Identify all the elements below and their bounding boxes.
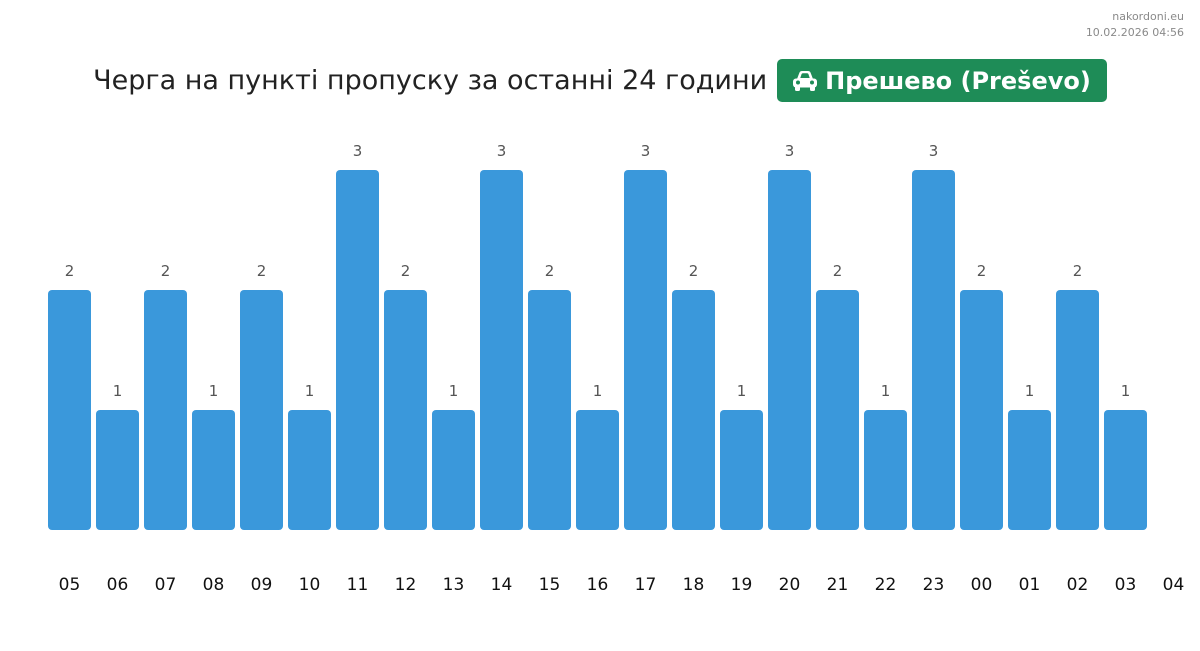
bar-20 <box>768 170 811 530</box>
bar-23 <box>912 170 955 530</box>
x-tick-02: 02 <box>1067 575 1089 595</box>
bar-19 <box>720 410 763 530</box>
x-tick-22: 22 <box>875 575 897 595</box>
bar-08 <box>192 410 235 530</box>
value-label-12: 2 <box>401 262 411 280</box>
bar-12 <box>384 290 427 530</box>
x-tick-04: 04 <box>1163 575 1185 595</box>
value-label-09: 2 <box>257 262 267 280</box>
value-label-17: 3 <box>641 142 651 160</box>
car-icon <box>793 70 818 91</box>
x-tick-01: 01 <box>1019 575 1041 595</box>
value-label-14: 3 <box>497 142 507 160</box>
value-label-06: 1 <box>113 382 123 400</box>
timestamp: 10.02.2026 04:56 <box>1085 26 1184 39</box>
value-label-15: 2 <box>545 262 555 280</box>
checkpoint-badge: Прешево (Preševo) <box>777 59 1107 102</box>
x-tick-09: 09 <box>251 575 273 595</box>
x-tick-00: 00 <box>971 575 993 595</box>
bar-07 <box>144 290 187 530</box>
bar-00 <box>960 290 1003 530</box>
bar-06 <box>96 410 139 530</box>
site-name: nakordoni.eu <box>1112 10 1184 23</box>
chart-header: Черга на пункті пропуску за останні 24 г… <box>0 59 1200 102</box>
x-tick-18: 18 <box>683 575 705 595</box>
x-tick-05: 05 <box>59 575 81 595</box>
x-tick-20: 20 <box>779 575 801 595</box>
value-label-20: 3 <box>785 142 795 160</box>
value-label-10: 1 <box>305 382 315 400</box>
value-label-19: 1 <box>737 382 747 400</box>
x-tick-10: 10 <box>299 575 321 595</box>
x-tick-12: 12 <box>395 575 417 595</box>
bar-18 <box>672 290 715 530</box>
value-label-05: 2 <box>65 262 75 280</box>
x-tick-08: 08 <box>203 575 225 595</box>
bar-14 <box>480 170 523 530</box>
value-label-13: 1 <box>449 382 459 400</box>
value-label-00: 2 <box>977 262 987 280</box>
x-tick-13: 13 <box>443 575 465 595</box>
x-tick-23: 23 <box>923 575 945 595</box>
x-tick-21: 21 <box>827 575 849 595</box>
bar-03 <box>1104 410 1147 530</box>
value-label-23: 3 <box>929 142 939 160</box>
value-label-22: 1 <box>881 382 891 400</box>
x-tick-03: 03 <box>1115 575 1137 595</box>
value-label-21: 2 <box>833 262 843 280</box>
bar-10 <box>288 410 331 530</box>
value-label-08: 1 <box>209 382 219 400</box>
x-tick-17: 17 <box>635 575 657 595</box>
bar-01 <box>1008 410 1051 530</box>
bar-21 <box>816 290 859 530</box>
value-label-11: 3 <box>353 142 363 160</box>
value-label-18: 2 <box>689 262 699 280</box>
value-label-02: 2 <box>1073 262 1083 280</box>
x-tick-14: 14 <box>491 575 513 595</box>
bar-11 <box>336 170 379 530</box>
chart-title: Черга на пункті пропуску за останні 24 г… <box>93 65 768 96</box>
x-tick-06: 06 <box>107 575 129 595</box>
x-tick-07: 07 <box>155 575 177 595</box>
bar-13 <box>432 410 475 530</box>
bar-15 <box>528 290 571 530</box>
bar-05 <box>48 290 91 530</box>
value-label-16: 1 <box>593 382 603 400</box>
value-label-07: 2 <box>161 262 171 280</box>
x-tick-16: 16 <box>587 575 609 595</box>
bar-02 <box>1056 290 1099 530</box>
site-info: nakordoni.eu 10.02.2026 04:56 <box>1086 9 1184 41</box>
bar-17 <box>624 170 667 530</box>
value-label-01: 1 <box>1025 382 1035 400</box>
bar-22 <box>864 410 907 530</box>
x-tick-15: 15 <box>539 575 561 595</box>
bar-09 <box>240 290 283 530</box>
value-label-03: 1 <box>1121 382 1131 400</box>
bar-16 <box>576 410 619 530</box>
checkpoint-name: Прешево (Preševo) <box>825 66 1091 95</box>
x-tick-11: 11 <box>347 575 369 595</box>
x-tick-19: 19 <box>731 575 753 595</box>
